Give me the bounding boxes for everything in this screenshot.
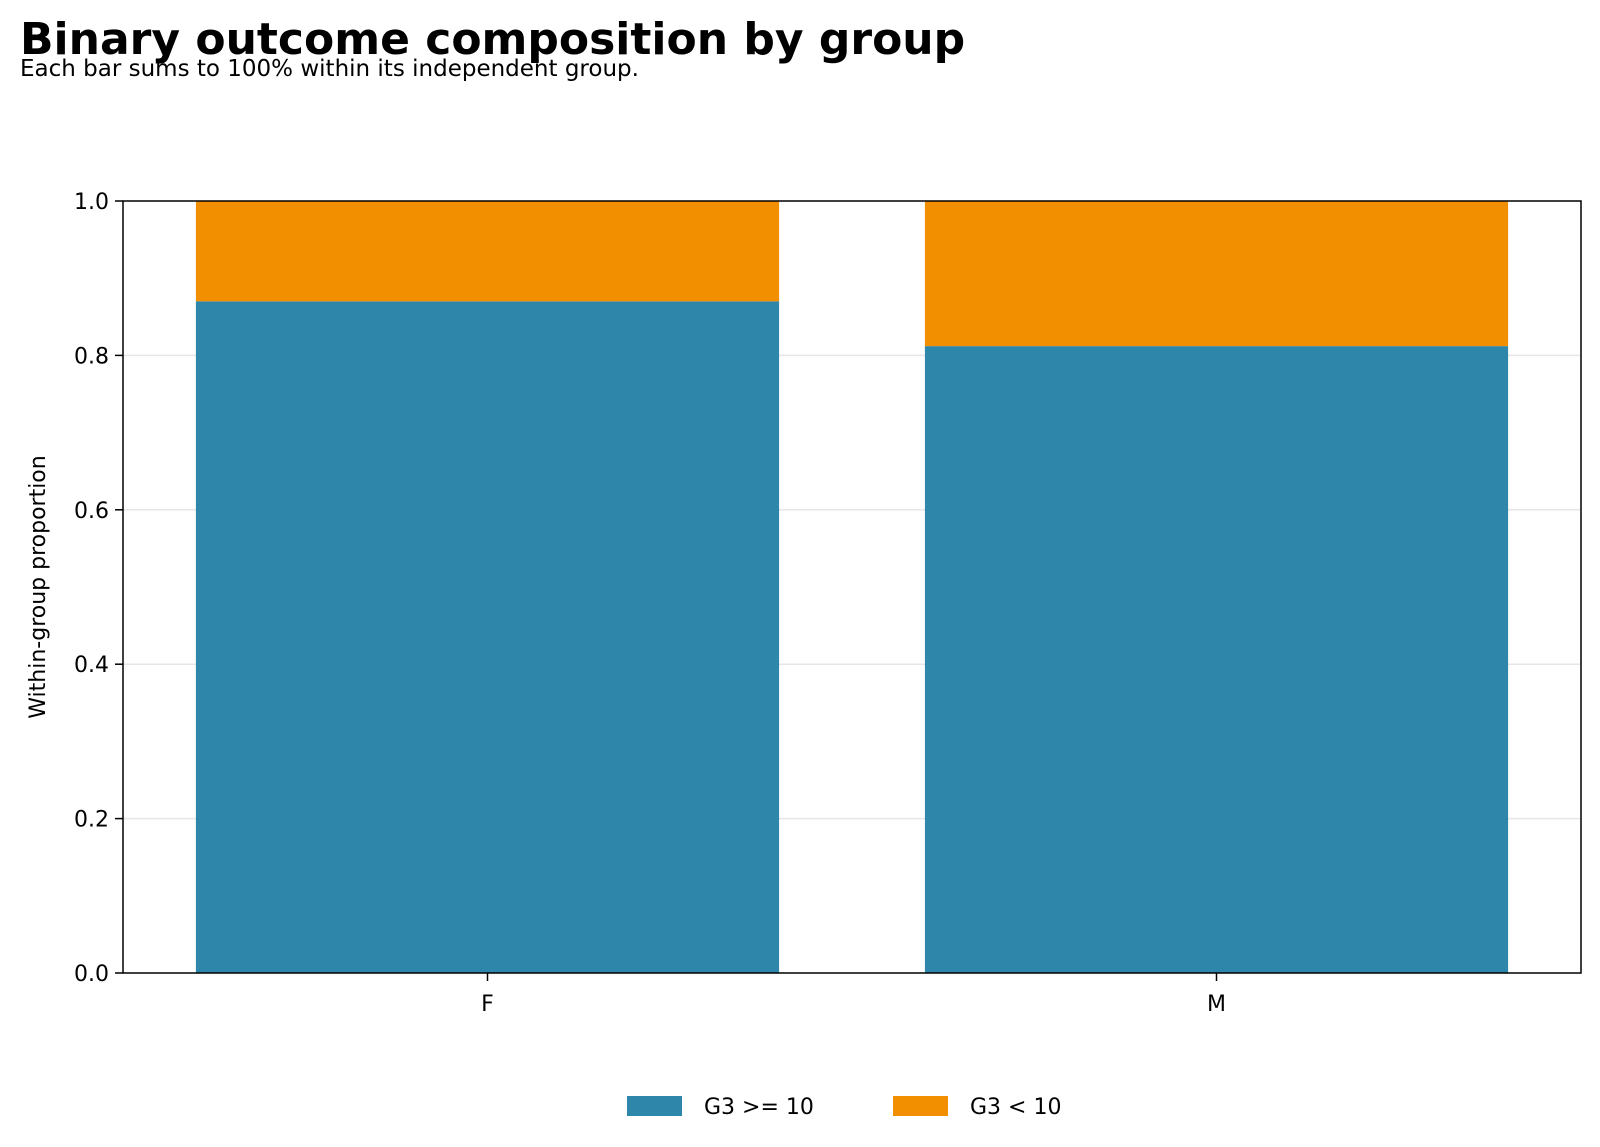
y-tick-label: 0.8 — [74, 344, 109, 369]
y-tick-label: 0.0 — [74, 962, 109, 987]
y-tick-label: 1.0 — [74, 190, 109, 215]
y-tick-label: 0.2 — [74, 808, 109, 833]
x-tick-label: F — [481, 992, 494, 1017]
bars — [195, 201, 1509, 973]
legend-swatch — [627, 1096, 682, 1116]
chart-title: Binary outcome composition by group — [20, 14, 966, 65]
chart-subtitle: Each bar sums to 100% within its indepen… — [20, 56, 639, 82]
bar-f-series-1 — [195, 201, 780, 302]
legend: G3 >= 10 G3 < 10 — [627, 1095, 1061, 1120]
bar-m-series-1 — [924, 201, 1509, 347]
plot-frame — [122, 200, 1582, 974]
bar-m-series-0 — [924, 346, 1509, 973]
bar-f-series-0 — [195, 301, 780, 973]
axes: 0.0 0.2 0.4 0.6 0.8 1.0 F M — [74, 190, 1226, 1017]
y-tick-label: 0.4 — [74, 653, 109, 678]
legend-swatch — [893, 1096, 948, 1116]
legend-label: G3 >= 10 — [704, 1095, 814, 1120]
legend-label: G3 < 10 — [970, 1095, 1061, 1120]
y-tick-label: 0.6 — [74, 499, 109, 524]
x-tick-label: M — [1207, 992, 1226, 1017]
y-axis-label: Within-group proportion — [26, 455, 51, 718]
